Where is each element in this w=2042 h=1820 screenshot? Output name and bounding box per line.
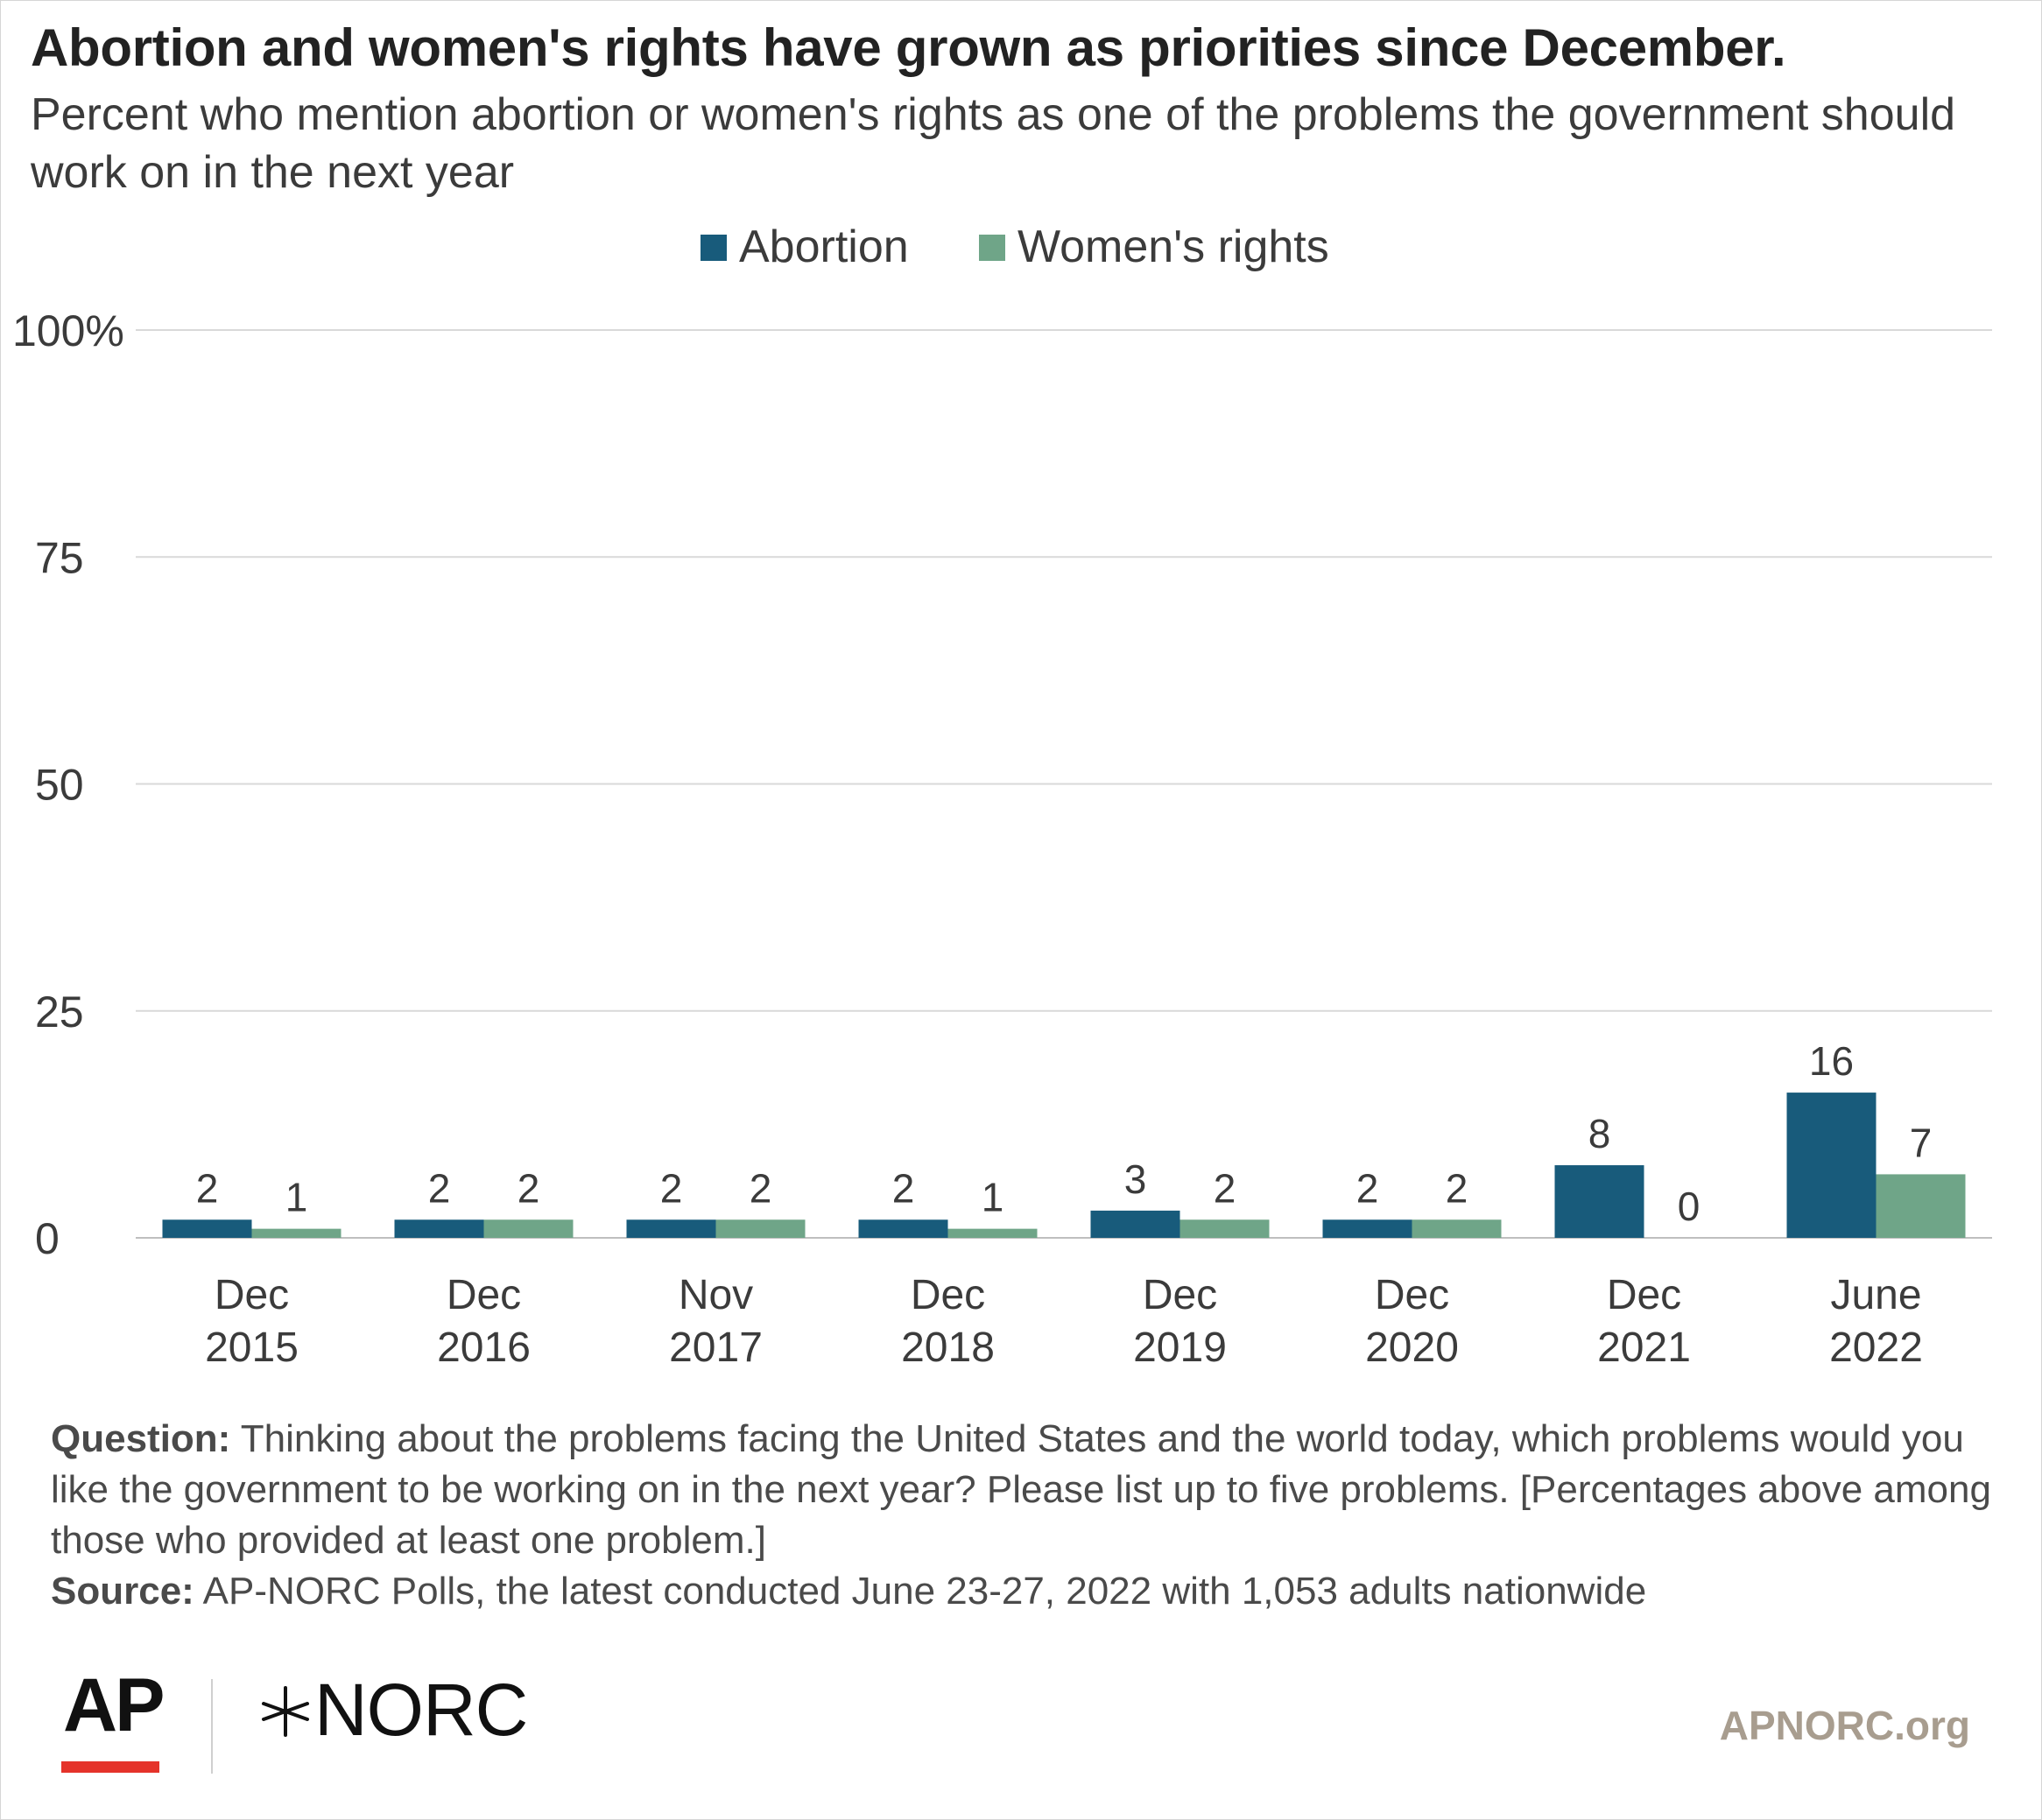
x-tick-label-year: 2018 <box>901 1325 995 1371</box>
x-tick-label-year: 2020 <box>1365 1325 1459 1371</box>
bar-womens-rights <box>251 1228 342 1238</box>
y-tick-label: 75 <box>35 533 84 582</box>
y-tick-label: 25 <box>35 987 84 1036</box>
data-label: 2 <box>750 1165 772 1211</box>
data-label: 2 <box>196 1165 219 1211</box>
x-tick-label-month: Dec <box>1375 1272 1449 1318</box>
data-label: 2 <box>660 1165 683 1211</box>
x-tick-label-month: Dec <box>1607 1272 1681 1318</box>
bar-abortion <box>626 1219 716 1238</box>
chart-subtitle: Percent who mention abortion or women's … <box>31 89 1956 198</box>
chart-notes: Question: Thinking about the problems fa… <box>51 1414 2012 1617</box>
legend-label-1: Women's rights <box>1017 221 1329 272</box>
bar-womens-rights <box>947 1228 1038 1238</box>
y-tick-label: 100% <box>12 306 124 355</box>
data-label: 2 <box>518 1165 540 1211</box>
x-tick-label-month: June <box>1830 1272 1921 1318</box>
bar-womens-rights <box>1412 1219 1502 1238</box>
bar-abortion <box>394 1219 484 1238</box>
bar-womens-rights <box>1876 1174 1966 1238</box>
ap-logo: AP <box>63 1663 165 1747</box>
x-tick-label-year: 2015 <box>205 1325 299 1371</box>
bar-abortion <box>1322 1219 1412 1238</box>
source-label: Source: <box>51 1570 194 1613</box>
legend-label-0: Abortion <box>739 221 909 272</box>
data-label: 1 <box>982 1175 1004 1220</box>
bar-abortion <box>1786 1093 1877 1238</box>
question-text: Thinking about the problems facing the U… <box>51 1417 1991 1562</box>
ap-logo-underline <box>61 1761 159 1773</box>
bar-womens-rights <box>715 1219 806 1238</box>
x-tick-label-year: 2022 <box>1829 1325 1923 1371</box>
data-label: 2 <box>1446 1165 1468 1211</box>
norc-logo-text: NORC <box>314 1669 528 1751</box>
legend-swatch-1 <box>979 235 1005 261</box>
data-label: 7 <box>1910 1120 1933 1165</box>
y-tick-label: 50 <box>35 761 84 810</box>
data-label: 2 <box>1356 1165 1379 1211</box>
logo-divider <box>211 1679 213 1774</box>
bar-abortion <box>162 1219 252 1238</box>
data-label: 8 <box>1588 1111 1611 1156</box>
y-tick-label: 0 <box>35 1214 60 1263</box>
bar-abortion <box>858 1219 948 1238</box>
x-tick-label-month: Dec <box>215 1272 289 1318</box>
bar-abortion <box>1554 1165 1644 1238</box>
x-tick-label-year: 2017 <box>669 1325 763 1371</box>
bar-womens-rights <box>483 1219 574 1238</box>
data-label: 0 <box>1678 1184 1700 1229</box>
x-tick-label-year: 2019 <box>1133 1325 1227 1371</box>
question-label: Question: <box>51 1417 231 1460</box>
data-label: 2 <box>1214 1165 1236 1211</box>
data-label: 2 <box>428 1165 451 1211</box>
x-tick-label-month: Dec <box>447 1272 521 1318</box>
data-label: 1 <box>285 1175 308 1220</box>
data-label: 16 <box>1809 1038 1854 1084</box>
x-tick-label-month: Nov <box>679 1272 753 1318</box>
x-tick-label-year: 2021 <box>1597 1325 1691 1371</box>
legend-swatch-0 <box>701 235 727 261</box>
bar-abortion <box>1090 1210 1180 1238</box>
data-label: 3 <box>1124 1156 1147 1202</box>
bar-womens-rights <box>1179 1219 1270 1238</box>
star-burst-icon <box>262 1686 309 1737</box>
norc-logo: NORC <box>258 1672 528 1747</box>
source-text: AP-NORC Polls, the latest conducted June… <box>194 1570 1647 1613</box>
x-tick-label-year: 2016 <box>437 1325 531 1371</box>
site-link[interactable]: APNORC.org <box>1719 1703 1970 1748</box>
x-tick-label-month: Dec <box>1143 1272 1217 1318</box>
data-label: 2 <box>892 1165 915 1211</box>
chart-title: Abortion and women's rights have grown a… <box>31 18 1786 77</box>
x-tick-label-month: Dec <box>911 1272 985 1318</box>
